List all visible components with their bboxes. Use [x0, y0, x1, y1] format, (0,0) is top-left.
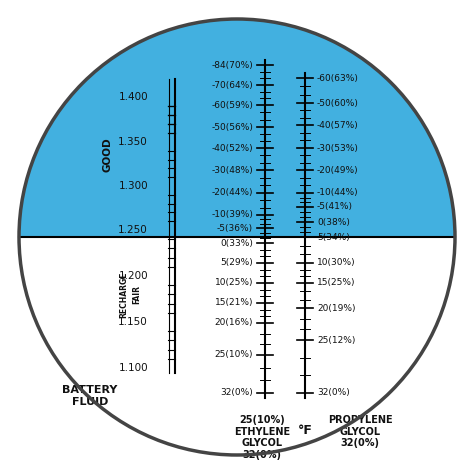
- Text: 32(0%): 32(0%): [317, 389, 350, 398]
- Text: 10(30%): 10(30%): [317, 258, 356, 267]
- Text: RECHARGE: RECHARGE: [119, 272, 128, 318]
- Text: -50(60%): -50(60%): [317, 99, 359, 108]
- Text: FAIR: FAIR: [133, 285, 142, 304]
- Text: 0(33%): 0(33%): [220, 238, 253, 247]
- Text: -10(44%): -10(44%): [317, 189, 359, 198]
- Text: -40(57%): -40(57%): [317, 120, 359, 129]
- Text: 20(16%): 20(16%): [215, 319, 253, 328]
- Text: -5(41%): -5(41%): [317, 202, 353, 211]
- Text: -10(39%): -10(39%): [211, 210, 253, 219]
- Text: 1.150: 1.150: [118, 317, 148, 327]
- Text: BATTERY
FLUID: BATTERY FLUID: [62, 385, 118, 407]
- Text: 5(34%): 5(34%): [317, 233, 350, 241]
- Text: 10(25%): 10(25%): [215, 279, 253, 288]
- Text: -84(70%): -84(70%): [211, 61, 253, 70]
- Text: 20(19%): 20(19%): [317, 303, 356, 312]
- Text: -60(59%): -60(59%): [211, 100, 253, 109]
- Text: °F: °F: [298, 423, 312, 437]
- Text: -70(64%): -70(64%): [211, 81, 253, 90]
- Text: 1.400: 1.400: [118, 92, 148, 102]
- Text: -20(44%): -20(44%): [211, 189, 253, 198]
- Text: 1.200: 1.200: [118, 271, 148, 281]
- Text: -30(53%): -30(53%): [317, 144, 359, 153]
- Text: 1.250: 1.250: [118, 225, 148, 235]
- Text: 1.300: 1.300: [118, 181, 148, 191]
- Text: -40(52%): -40(52%): [211, 144, 253, 153]
- Text: -5(36%): -5(36%): [217, 224, 253, 233]
- Text: 15(25%): 15(25%): [317, 279, 356, 288]
- Text: 1.100: 1.100: [118, 363, 148, 373]
- Text: 32(0%): 32(0%): [220, 389, 253, 398]
- Text: 25(12%): 25(12%): [317, 336, 356, 345]
- Text: -30(48%): -30(48%): [211, 165, 253, 174]
- Text: 5(29%): 5(29%): [220, 258, 253, 267]
- Text: 0(38%): 0(38%): [317, 218, 350, 227]
- Text: -50(56%): -50(56%): [211, 122, 253, 131]
- Polygon shape: [19, 19, 455, 237]
- Text: PROPYLENE
GLYCOL
32(0%): PROPYLENE GLYCOL 32(0%): [328, 415, 392, 448]
- Text: 25(10%)
ETHYLENE
GLYCOL
32(0%): 25(10%) ETHYLENE GLYCOL 32(0%): [234, 415, 290, 460]
- Text: -20(49%): -20(49%): [317, 165, 359, 174]
- Text: -60(63%): -60(63%): [317, 73, 359, 82]
- Text: 1.350: 1.350: [118, 137, 148, 147]
- Text: GOOD: GOOD: [103, 137, 113, 173]
- Text: 25(10%): 25(10%): [215, 350, 253, 359]
- Text: 15(21%): 15(21%): [215, 299, 253, 308]
